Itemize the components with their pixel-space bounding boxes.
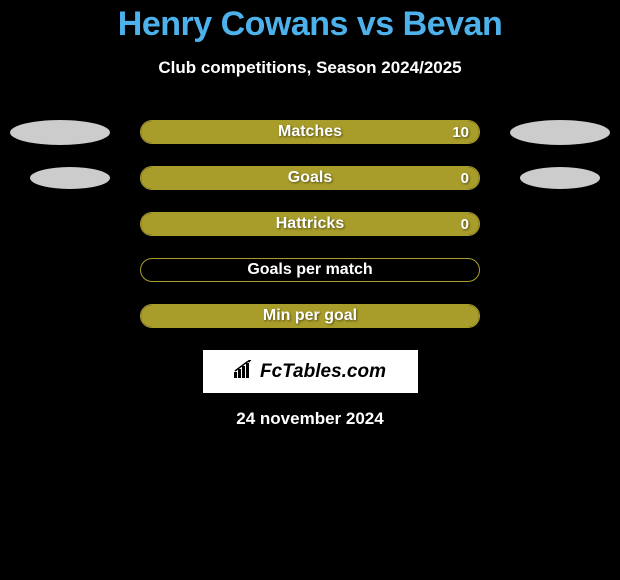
comparison-infographic: Henry Cowans vs Bevan Club competitions,… xyxy=(0,0,620,429)
stat-label: Hattricks xyxy=(276,215,344,233)
stat-bar: Goals per match xyxy=(140,258,480,282)
stat-row-hattricks: Hattricks 0 xyxy=(0,212,620,236)
left-ellipse xyxy=(10,120,110,145)
stat-row-matches: Matches 10 xyxy=(0,120,620,144)
page-title: Henry Cowans vs Bevan xyxy=(0,5,620,44)
stat-value: 0 xyxy=(461,216,469,233)
stat-label: Min per goal xyxy=(263,307,357,325)
stat-row-min-per-goal: Min per goal xyxy=(0,304,620,328)
stat-bar: Matches 10 xyxy=(140,120,480,144)
stat-label: Goals per match xyxy=(247,261,372,279)
stats-list: Matches 10 Goals 0 Hattricks 0 xyxy=(0,120,620,328)
stat-bar: Hattricks 0 xyxy=(140,212,480,236)
brand-logo: FcTables.com xyxy=(234,360,386,384)
stat-label: Matches xyxy=(278,123,342,141)
brand-logo-box: FcTables.com xyxy=(203,350,418,393)
date-label: 24 november 2024 xyxy=(0,409,620,429)
left-ellipse xyxy=(30,167,110,189)
stat-label: Goals xyxy=(288,169,332,187)
stat-value: 0 xyxy=(461,170,469,187)
subtitle: Club competitions, Season 2024/2025 xyxy=(0,58,620,78)
right-ellipse xyxy=(510,120,610,145)
stat-bar: Min per goal xyxy=(140,304,480,328)
stat-value: 10 xyxy=(452,124,469,141)
chart-icon xyxy=(234,360,256,384)
stat-row-goals: Goals 0 xyxy=(0,166,620,190)
stat-row-goals-per-match: Goals per match xyxy=(0,258,620,282)
stat-bar: Goals 0 xyxy=(140,166,480,190)
right-ellipse xyxy=(520,167,600,189)
brand-text: FcTables.com xyxy=(260,361,386,383)
